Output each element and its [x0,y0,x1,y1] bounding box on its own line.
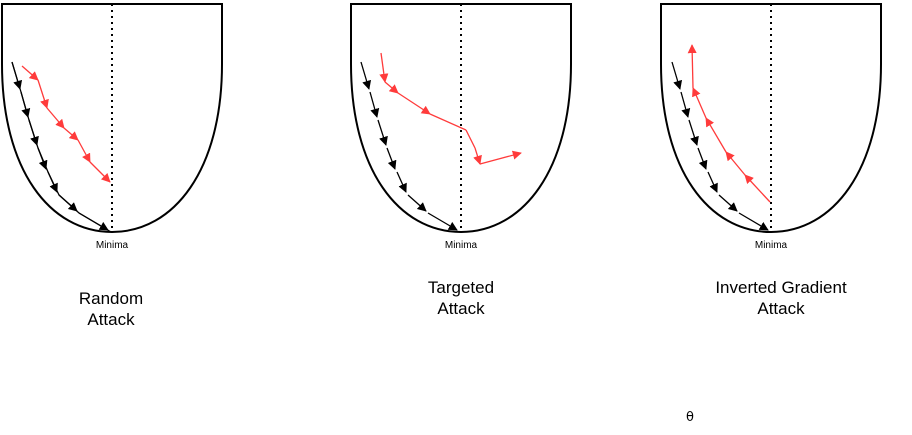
loss-bowl [1,3,223,234]
caption-line: Targeted [427,278,495,297]
caption-line: Attack [757,299,805,318]
panel-inverted-gradient-attack [660,3,882,234]
panel-targeted-attack [350,3,572,234]
caption-line: Random [78,289,144,308]
minima-label: Minima [95,240,129,251]
caption-inverted-gradient-attack: Inverted Gradient Attack [671,277,891,319]
caption-line: Inverted Gradient [715,278,847,297]
inverted-gradient-attack-path [687,44,771,203]
loss-bowl [350,3,572,234]
descent-arrowheads [360,61,458,231]
minima-label: Minima [754,240,788,251]
descent-arrowheads [11,61,109,231]
gradient-descent-path [11,61,112,233]
panel-random-attack [1,3,223,234]
caption-line: Attack [87,310,135,329]
descent-arrowheads [671,61,769,231]
caption-targeted-attack: Targeted Attack [351,277,571,319]
loss-bowl [660,3,882,234]
caption-random-attack: Random Attack [1,288,221,330]
random-attack-path [21,65,111,183]
theta-symbol: θ [686,410,694,425]
targeted-attack-path [379,52,522,165]
caption-line: Attack [437,299,485,318]
minima-label: Minima [444,240,478,251]
